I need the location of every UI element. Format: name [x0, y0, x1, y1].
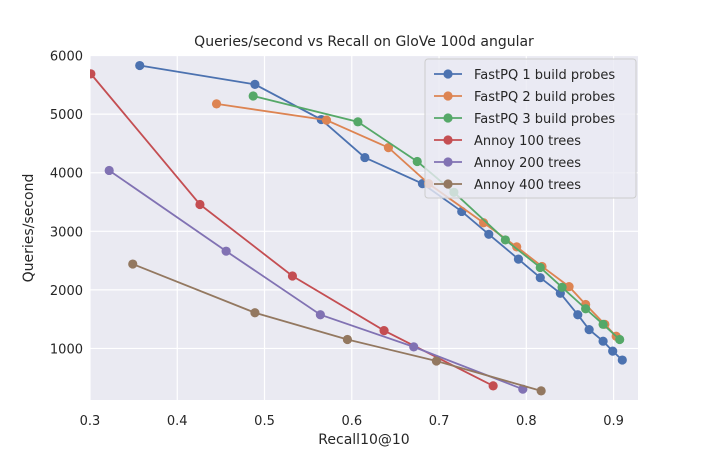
legend-box	[424, 58, 637, 199]
data-point	[536, 386, 546, 396]
y-tick-label: 2000	[50, 284, 83, 299]
data-point	[321, 115, 332, 125]
data-point	[287, 271, 298, 281]
data-point	[431, 356, 442, 366]
series-layer	[90, 60, 627, 396]
data-point	[478, 218, 489, 228]
tick-labels: 0.3 0.4 0.5 0.6 0.7 0.8 0.9 1000 2000 3000 4000 500…	[50, 50, 624, 429]
y-tick-label: 6000	[50, 50, 83, 65]
y-axis-label: Queries/second	[21, 174, 37, 283]
legend-marker	[443, 135, 453, 145]
legend-marker	[443, 69, 453, 79]
legend-item: Annoy 100 trees	[434, 134, 581, 149]
data-point	[512, 242, 522, 252]
x-tick-label: 0.9	[603, 414, 624, 429]
legend-marker	[443, 157, 453, 167]
legend-item: FastPQ 3 build probes	[434, 112, 615, 127]
data-point	[250, 308, 260, 318]
data-point	[128, 259, 138, 269]
data-point	[535, 262, 545, 273]
data-point	[412, 156, 422, 167]
data-point	[608, 346, 618, 356]
data-point	[353, 117, 363, 127]
legend-item: Annoy 400 trees	[434, 178, 581, 193]
x-tick-label: 0.5	[254, 414, 275, 429]
legend-label: Annoy 100 trees	[474, 134, 581, 149]
data-point	[195, 199, 205, 210]
x-tick-label: 0.7	[429, 414, 450, 429]
data-point	[315, 310, 325, 320]
series-line	[252, 95, 621, 341]
x-tick-label: 0.6	[341, 414, 362, 429]
legend-label: Annoy 400 trees	[474, 178, 581, 193]
data-point	[615, 334, 625, 345]
y-tick-label: 1000	[50, 342, 83, 357]
data-point	[379, 325, 389, 336]
data-point	[564, 282, 574, 292]
data-point	[598, 336, 608, 346]
chart-title: Queries/second vs Recall on GloVe 100d a…	[194, 34, 534, 50]
data-point	[383, 143, 394, 153]
data-point	[535, 273, 545, 283]
data-point	[360, 152, 370, 163]
data-point	[500, 235, 510, 245]
data-point	[250, 79, 260, 90]
legend-label: Annoy 200 trees	[474, 156, 581, 171]
data-point	[409, 342, 419, 352]
x-tick-label: 0.3	[80, 414, 101, 429]
legend-item: FastPQ 2 build probes	[434, 90, 615, 105]
data-point	[90, 69, 96, 79]
data-point	[617, 355, 627, 365]
x-axis-label: Recall10@10	[318, 432, 409, 448]
data-point	[104, 165, 114, 176]
legend-item: Annoy 200 trees	[434, 156, 581, 171]
y-tick-label: 3000	[50, 225, 83, 240]
y-tick-label: 4000	[50, 167, 83, 182]
data-point	[581, 304, 591, 314]
legend: FastPQ 1 build probes FastPQ 2 build prob…	[424, 58, 637, 199]
data-point	[342, 334, 353, 345]
data-point	[248, 91, 258, 101]
data-point	[211, 99, 222, 109]
data-point	[484, 229, 494, 239]
legend-label: FastPQ 3 build probes	[474, 112, 615, 127]
data-point	[584, 324, 594, 335]
x-tick-label: 0.8	[516, 414, 537, 429]
series-5	[104, 165, 528, 394]
legend-marker	[443, 91, 453, 101]
x-tick-label: 0.4	[167, 414, 188, 429]
data-point	[598, 319, 608, 329]
series-6	[128, 259, 546, 396]
legend-marker	[443, 113, 453, 123]
data-point	[488, 381, 498, 391]
data-point	[573, 310, 583, 320]
legend-label: FastPQ 1 build probes	[474, 68, 615, 83]
legend-label: FastPQ 2 build probes	[474, 90, 615, 105]
data-point	[135, 60, 145, 71]
data-point	[557, 282, 567, 292]
legend-marker	[443, 179, 453, 189]
legend-item: FastPQ 1 build probes	[434, 68, 615, 83]
data-point	[513, 254, 524, 264]
data-point	[221, 246, 231, 256]
y-tick-label: 5000	[50, 108, 83, 123]
